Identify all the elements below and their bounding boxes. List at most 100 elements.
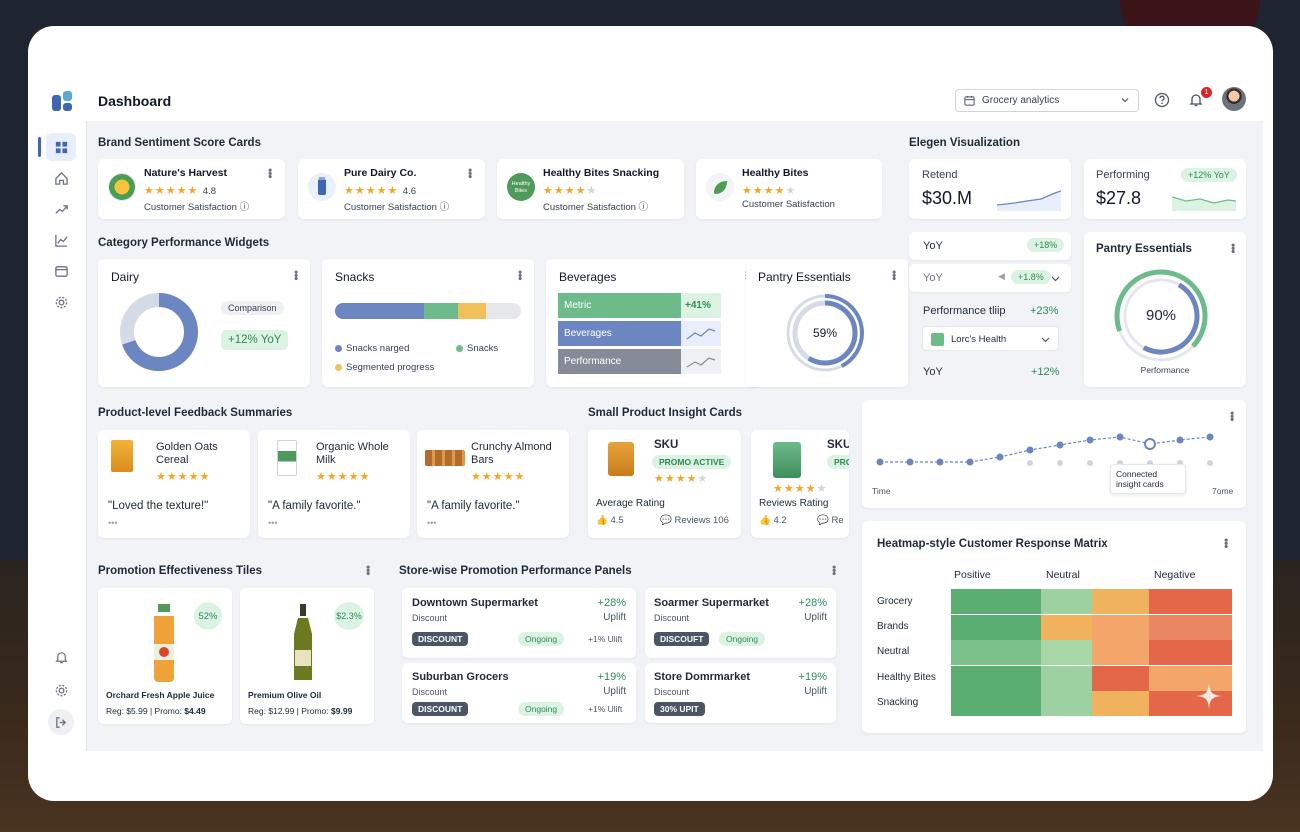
nav-settings[interactable] [46, 288, 76, 316]
avatar[interactable] [1222, 87, 1246, 111]
heatmap-cell[interactable] [1149, 589, 1232, 615]
snacks-segmented-bar [335, 303, 521, 319]
retend-card[interactable]: Retend $30.M [909, 159, 1071, 219]
feedback-card[interactable]: Crunchy Almond Bars ★★★★★ "A family favo… [417, 430, 569, 538]
yoy-value: +12% [1031, 366, 1060, 378]
uplift-label: Uplift [804, 686, 827, 697]
nav-trends[interactable] [46, 195, 76, 223]
brand-card[interactable]: Pure Dairy Co. ★★★★★ 4.6 Customer Satisf… [298, 159, 485, 219]
nav-dashboard[interactable] [38, 133, 76, 161]
help-icon[interactable] [1154, 92, 1170, 108]
beverages-widget[interactable]: Beverages ••• Metric +41% Beverages Perf… [546, 259, 761, 387]
heatmap-cell[interactable] [1041, 665, 1092, 691]
heatmap-cell[interactable] [1092, 665, 1149, 691]
top-bar: Dashboard Grocery analytics 1 [86, 81, 1263, 121]
uplift-label: Uplift [603, 612, 626, 623]
store-panel[interactable]: Downtown Supermarket Discount +28% Uplif… [402, 588, 636, 658]
heatmap-cell[interactable] [951, 589, 1041, 615]
heatmap-cell[interactable] [1149, 665, 1232, 691]
store-name: Downtown Supermarket [412, 597, 538, 609]
notification-badge: 1 [1201, 87, 1212, 98]
heatmap-cell[interactable] [1092, 691, 1149, 717]
heatmap-cell[interactable] [1092, 640, 1149, 666]
nav-reports[interactable] [46, 257, 76, 285]
heatmap-cell[interactable] [1149, 614, 1232, 640]
more-icon[interactable]: ••• [427, 518, 437, 528]
heatmap-cell[interactable] [1149, 640, 1232, 666]
promo-tile[interactable]: 52% Orchard Fresh Apple Juice Reg: $5.99… [98, 588, 232, 724]
sparkline-area [997, 190, 1061, 211]
heatmap-cell[interactable] [1092, 589, 1149, 615]
timeline-point-secondary [1057, 460, 1063, 466]
dataset-select-value: Grocery analytics [982, 95, 1060, 106]
nav-home[interactable] [46, 164, 76, 192]
nav-notifications[interactable] [46, 643, 76, 671]
performing-card[interactable]: Performing +12% YoY $27.8 [1084, 159, 1246, 219]
more-icon[interactable]: ••• [263, 168, 277, 178]
dairy-widget[interactable]: Dairy ••• Comparison +12% YoY [98, 259, 310, 387]
yoy-row[interactable]: YoY ◀ +1.8% [909, 264, 1071, 292]
discount-tag: DISCOUFT [654, 632, 710, 646]
brand-rating: ★★★★★ 4.6 [344, 185, 416, 197]
bell-icon[interactable] [1188, 92, 1204, 108]
pantry-big-widget[interactable]: Pantry Essentials ••• 90% Performance [1084, 232, 1246, 387]
store-more-icon[interactable]: ••• [827, 565, 841, 575]
store-panel[interactable]: Soarmer Supermarket Discount +28% Uplift… [645, 588, 836, 658]
heatmap-cell[interactable] [951, 665, 1041, 691]
more-icon[interactable]: ••• [1219, 538, 1233, 548]
heatmap-card[interactable]: Heatmap-style Customer Response Matrix •… [862, 521, 1246, 733]
more-icon[interactable]: ••• [887, 270, 901, 280]
insight-card[interactable]: SKU PROMO ACTIVE ★★★★★ Average Rating 👍 … [588, 430, 741, 538]
heatmap-cell[interactable] [1092, 614, 1149, 640]
more-icon[interactable]: ••• [268, 518, 278, 528]
feedback-card[interactable]: Organic Whole Milk ★★★★★ "A family favor… [258, 430, 410, 538]
section-title-category: Category Performance Widgets [98, 237, 270, 249]
brand-card[interactable]: Healthy Bites Healthy Bites Snacking ★★★… [497, 159, 684, 219]
caret-left-icon[interactable]: ◀ [998, 271, 1005, 281]
heatmap-cell[interactable] [951, 614, 1041, 640]
heatmap-cell[interactable] [1041, 691, 1092, 717]
yoy-row[interactable]: YoY +18% [909, 232, 1071, 260]
brand-name: Nature's Harvest [144, 167, 228, 179]
nav-analytics[interactable] [46, 226, 76, 254]
widget-title: Beverages [559, 270, 617, 284]
rating-value: 👍 4.2 [759, 515, 787, 526]
logout-button[interactable] [48, 709, 74, 735]
heatmap-cell[interactable] [1041, 614, 1092, 640]
snacks-widget[interactable]: Snacks ••• Snacks narged Snacks Segmente… [322, 259, 534, 387]
more-icon[interactable]: ••• [1225, 411, 1239, 421]
heatmap-cell[interactable] [1041, 589, 1092, 615]
timeline-point [1056, 441, 1064, 449]
timeline-chart [876, 433, 1214, 466]
store-panel[interactable]: Store Domrmarket Discount +19% Uplift 30… [645, 663, 836, 723]
store-sub: Discount [412, 687, 448, 697]
yoy-badge: +1.8% [1011, 270, 1051, 284]
more-icon[interactable]: ••• [1226, 243, 1240, 253]
heatmap-cell[interactable] [951, 640, 1041, 666]
more-icon[interactable]: ••• [513, 270, 527, 280]
brand-card[interactable]: Nature's Harvest ★★★★★ 4.8 Customer Sati… [98, 159, 285, 219]
promo-tile[interactable]: $2.3% Premium Olive Oil Reg: $12.99 | Pr… [240, 588, 374, 724]
heatmap-cell[interactable] [951, 691, 1041, 717]
feedback-card[interactable]: Golden Oats Cereal ★★★★★ "Loved the text… [98, 430, 250, 538]
nav-preferences[interactable] [46, 676, 76, 704]
widget-title: Snacks [335, 270, 375, 284]
brand-card[interactable]: Healthy Bites ★★★★★ Customer Satisfactio… [696, 159, 882, 219]
store-panel[interactable]: Suburban Grocers Discount +19% Uplift DI… [402, 663, 636, 723]
widget-title: Dairy [111, 270, 140, 284]
more-icon[interactable]: ••• [289, 270, 303, 280]
home-icon [54, 171, 68, 185]
almond-bar-icon [425, 450, 465, 466]
more-icon[interactable]: ••• [463, 168, 477, 178]
discount-tag: DISCOUNT [412, 702, 469, 716]
insight-card[interactable]: SKU PRO ★★★★★ Reviews Rating 👍 4.2 💬 Re [751, 430, 849, 538]
heatmap-cell[interactable] [1041, 640, 1092, 666]
promo-more-icon[interactable]: ••• [361, 565, 375, 575]
chevron-down-icon[interactable] [1051, 274, 1060, 283]
timeline-card[interactable]: ••• Time 7ome Connected insight cards [862, 400, 1246, 508]
dataset-select[interactable]: Grocery analytics [955, 89, 1139, 112]
feedback-quote: "A family favorite." [427, 500, 520, 512]
more-icon[interactable]: ••• [108, 518, 118, 528]
health-select[interactable]: Lorc's Health [922, 326, 1059, 351]
pantry-widget[interactable]: Pantry Essentials ••• 59% [746, 259, 908, 387]
